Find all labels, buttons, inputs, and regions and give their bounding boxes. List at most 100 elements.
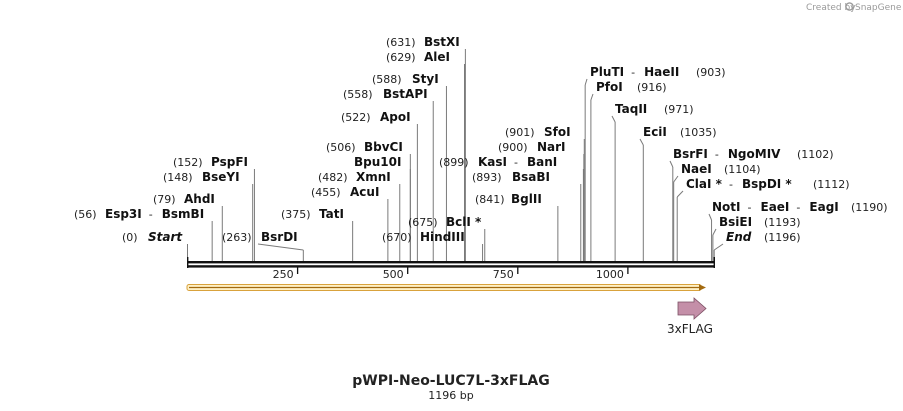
site-label[interactable]: (841) BglII bbox=[475, 192, 542, 206]
enzyme-name: TatI bbox=[319, 207, 344, 221]
site-label[interactable]: (629) AleI bbox=[386, 50, 450, 64]
enzyme-name: NgoMIV bbox=[728, 147, 781, 161]
site-position: (1190) bbox=[851, 201, 888, 214]
enzyme-name: NotI bbox=[712, 200, 741, 214]
site-label[interactable]: (900) NarI bbox=[498, 140, 566, 154]
site-label[interactable]: (901) SfoI bbox=[505, 125, 571, 139]
backbone-left-end bbox=[187, 257, 189, 268]
ruler-tick-label: 250 bbox=[273, 268, 294, 281]
site-label[interactable]: (903) PluTI - HaeII bbox=[590, 65, 726, 79]
site-label[interactable]: (675) BclI * bbox=[408, 215, 482, 229]
site-name-separator: - bbox=[796, 201, 800, 214]
backbone-bottom-strand bbox=[187, 265, 715, 268]
site-label[interactable]: (670) HindIII bbox=[382, 230, 465, 244]
snapgene-brand-name: SnapGene bbox=[855, 3, 902, 13]
enzyme-name: BsaBI bbox=[512, 170, 550, 184]
site-label[interactable]: (1102) BsrFI - NgoMIV bbox=[673, 147, 834, 161]
site-position: (455) bbox=[311, 186, 341, 199]
site-label[interactable]: (0) Start bbox=[122, 230, 183, 244]
enzyme-name: BseYI bbox=[202, 170, 240, 184]
site-label[interactable]: (1035) EciI bbox=[643, 125, 717, 139]
site-label[interactable]: (558) BstAPI bbox=[343, 87, 428, 101]
enzyme-name: SfoI bbox=[544, 125, 571, 139]
enzyme-name: PluTI bbox=[590, 65, 624, 79]
site-position: (375) bbox=[281, 208, 311, 221]
site-label[interactable]: (506) BbvCI bbox=[326, 140, 403, 154]
enzyme-name: EagI bbox=[809, 200, 838, 214]
site-leader-line bbox=[257, 243, 304, 251]
ruler: 250 500 750 1000 bbox=[273, 266, 629, 281]
enzyme-name: BsrFI bbox=[673, 147, 708, 161]
site-label[interactable]: (631) BstXI bbox=[386, 35, 460, 49]
site-position: (79) bbox=[153, 193, 176, 206]
enzyme-name: AleI bbox=[424, 50, 450, 64]
site-label[interactable]: (1104) NaeI bbox=[681, 162, 761, 176]
ruler-tick-label: 750 bbox=[493, 268, 514, 281]
site-labels: (631) BstXI (629) AleI (588) StyI(558) BstAPI (… bbox=[74, 35, 888, 244]
site-label[interactable]: (148) BseYI bbox=[163, 170, 240, 184]
enzyme-name: KasI bbox=[478, 155, 507, 169]
site-leader-line bbox=[712, 228, 717, 236]
enzyme-name: HindIII bbox=[420, 230, 465, 244]
site-position: (900) bbox=[498, 141, 528, 154]
enzyme-name: ApoI bbox=[380, 110, 411, 124]
enzyme-name: BsiEI bbox=[719, 215, 752, 229]
snapgene-branding: Created by SnapGene bbox=[806, 2, 902, 13]
site-position: (899) bbox=[439, 156, 469, 169]
enzyme-name: StyI bbox=[412, 72, 439, 86]
orf-bar bbox=[186, 284, 706, 291]
site-position: (56) bbox=[74, 208, 97, 221]
site-leader-lines bbox=[187, 49, 724, 261]
site-label[interactable]: (916) PfoI bbox=[596, 80, 667, 94]
site-label[interactable]: (79) AhdI bbox=[153, 192, 215, 206]
feature-3xflag[interactable]: 3xFLAG bbox=[667, 297, 713, 336]
enzyme-name: Esp3I bbox=[105, 207, 142, 221]
ruler-tick-label: 1000 bbox=[596, 268, 624, 281]
site-position: (1035) bbox=[680, 126, 717, 139]
ruler-tick-label: 500 bbox=[383, 268, 404, 281]
site-label[interactable]: (893) BsaBI bbox=[472, 170, 550, 184]
site-position: (1196) bbox=[764, 231, 801, 244]
site-position: (1102) bbox=[797, 148, 834, 161]
site-label[interactable]: (522) ApoI bbox=[341, 110, 411, 124]
site-label[interactable]: (56) Esp3I - BsmBI bbox=[74, 207, 204, 221]
site-position: (0) bbox=[122, 231, 138, 244]
site-position: (893) bbox=[472, 171, 502, 184]
site-leader-line bbox=[590, 93, 594, 101]
site-label[interactable]: (899) KasI - BanI bbox=[439, 155, 557, 169]
site-label[interactable]: (152) PspFI bbox=[173, 155, 248, 169]
enzyme-name: XmnI bbox=[356, 170, 391, 184]
site-label[interactable]: (482) XmnI bbox=[318, 170, 391, 184]
enzyme-name: EaeI bbox=[761, 200, 790, 214]
site-position: (901) bbox=[505, 126, 535, 139]
enzyme-name: Bpu10I bbox=[354, 155, 401, 169]
site-label[interactable]: Bpu10I bbox=[354, 155, 401, 169]
site-label[interactable]: (1193) BsiEI bbox=[719, 215, 801, 229]
site-position: (1104) bbox=[724, 163, 761, 176]
enzyme-name: BstXI bbox=[424, 35, 460, 49]
site-leader-line bbox=[669, 160, 674, 168]
site-label[interactable]: (263) BsrDI bbox=[222, 230, 298, 244]
site-label[interactable]: (455) AcuI bbox=[311, 185, 379, 199]
site-position: (670) bbox=[382, 231, 412, 244]
enzyme-name: BbvCI bbox=[364, 140, 403, 154]
enzyme-name: BclI * bbox=[446, 215, 482, 229]
enzyme-name: BglII bbox=[511, 192, 542, 206]
enzyme-name: EciI bbox=[643, 125, 667, 139]
site-leader-line bbox=[673, 175, 679, 183]
site-label[interactable]: (1112) ClaI * - BspDI * bbox=[686, 177, 850, 191]
enzyme-name: PfoI bbox=[596, 80, 623, 94]
site-position: (629) bbox=[386, 51, 416, 64]
site-label[interactable]: (1190)NotI - EaeI - EagI bbox=[712, 200, 888, 214]
feature-arrow-icon bbox=[677, 297, 707, 320]
site-position: (152) bbox=[173, 156, 203, 169]
site-name-separator: - bbox=[729, 178, 733, 191]
site-position: (482) bbox=[318, 171, 348, 184]
site-position: (522) bbox=[341, 111, 371, 124]
site-label[interactable]: (588) StyI bbox=[372, 72, 439, 86]
site-label[interactable]: (1196) End bbox=[726, 230, 801, 244]
site-label[interactable]: (375) TatI bbox=[281, 207, 344, 221]
enzyme-name: NaeI bbox=[681, 162, 712, 176]
site-label[interactable]: (971) TaqII bbox=[615, 102, 694, 116]
